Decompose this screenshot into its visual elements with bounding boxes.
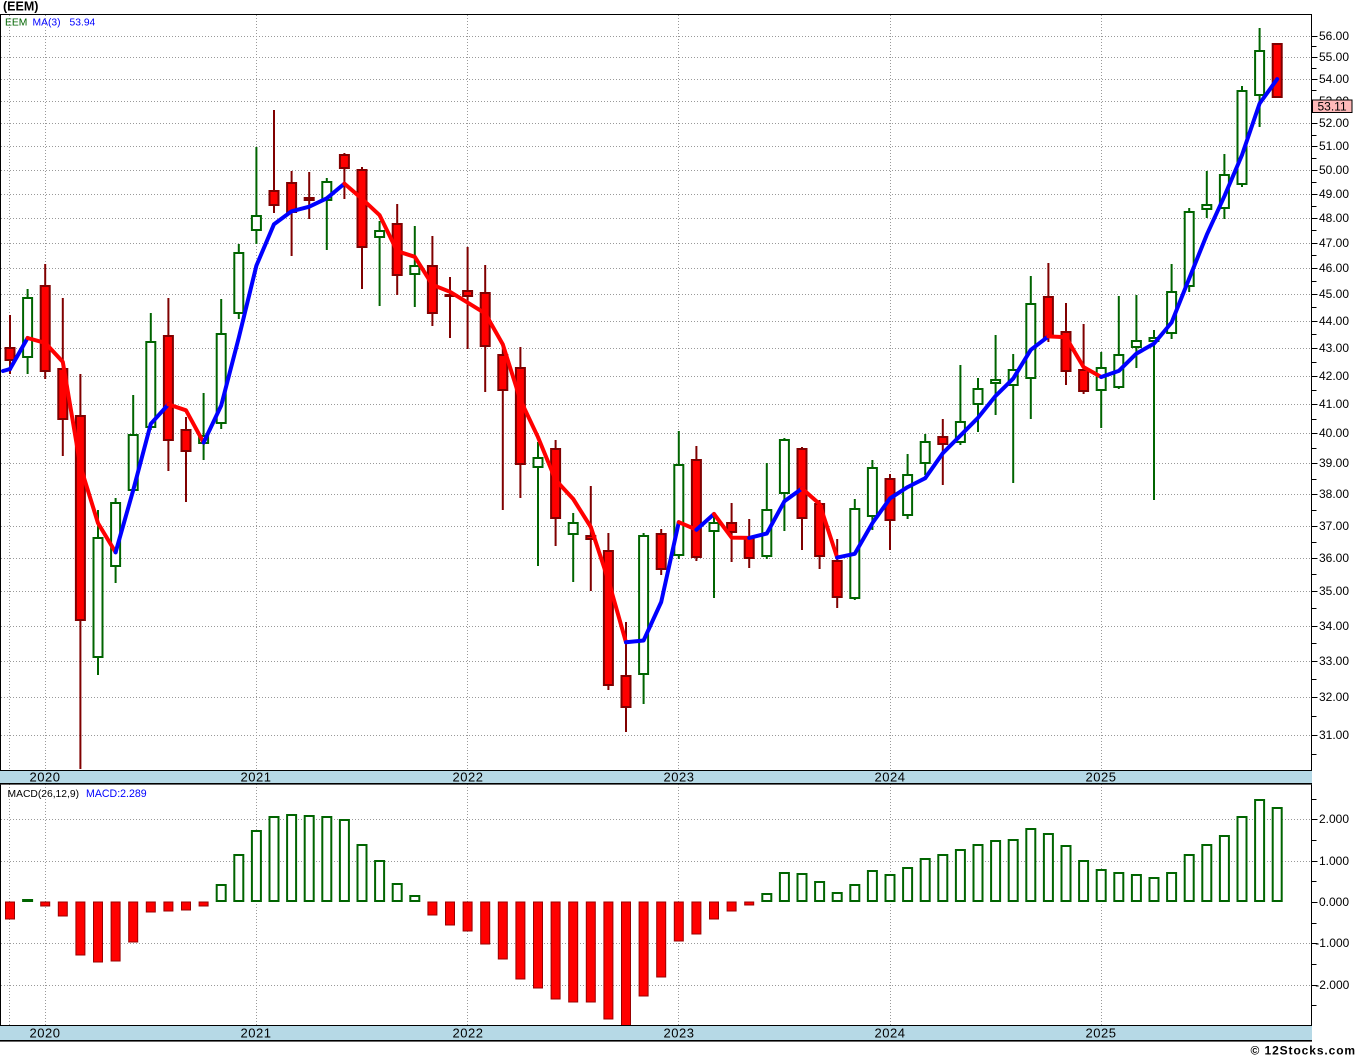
svg-text:51.00: 51.00 [1319, 139, 1349, 153]
svg-text:MACD:2.289: MACD:2.289 [86, 788, 147, 800]
svg-text:EEM: EEM [5, 18, 27, 29]
svg-text:36.00: 36.00 [1319, 551, 1349, 565]
svg-text:0.000: 0.000 [1319, 895, 1349, 909]
svg-text:40.00: 40.00 [1319, 426, 1349, 440]
svg-text:33.00: 33.00 [1319, 654, 1349, 668]
svg-text:43.00: 43.00 [1319, 341, 1349, 355]
svg-text:© 12Stocks.com: © 12Stocks.com [1251, 1044, 1356, 1056]
svg-text:48.00: 48.00 [1319, 211, 1349, 225]
svg-text:2022: 2022 [453, 1026, 484, 1041]
svg-text:31.00: 31.00 [1319, 728, 1349, 742]
svg-text:38.00: 38.00 [1319, 487, 1349, 501]
svg-text:MACD(26,12,9): MACD(26,12,9) [8, 789, 80, 800]
svg-text:2021: 2021 [241, 1026, 272, 1041]
svg-text:2020: 2020 [30, 770, 61, 785]
svg-text:2024: 2024 [875, 770, 906, 785]
svg-text:52.00: 52.00 [1319, 116, 1349, 130]
svg-text:2020: 2020 [30, 1026, 61, 1041]
svg-text:-2.000: -2.000 [1315, 978, 1349, 992]
svg-text:2023: 2023 [664, 1026, 695, 1041]
svg-text:49.00: 49.00 [1319, 187, 1349, 201]
svg-text:42.00: 42.00 [1319, 369, 1349, 383]
svg-text:2025: 2025 [1086, 1026, 1117, 1041]
svg-text:45.00: 45.00 [1319, 287, 1349, 301]
svg-text:2021: 2021 [241, 770, 272, 785]
svg-text:56.00: 56.00 [1319, 29, 1349, 43]
svg-text:44.00: 44.00 [1319, 314, 1349, 328]
svg-text:2022: 2022 [453, 770, 484, 785]
svg-text:35.00: 35.00 [1319, 584, 1349, 598]
svg-text:50.00: 50.00 [1319, 163, 1349, 177]
svg-text:2025: 2025 [1086, 770, 1117, 785]
svg-text:41.00: 41.00 [1319, 397, 1349, 411]
svg-text:39.00: 39.00 [1319, 456, 1349, 470]
svg-text:53.94: 53.94 [70, 18, 96, 29]
svg-text:2024: 2024 [875, 1026, 906, 1041]
svg-text:1.000: 1.000 [1319, 854, 1349, 868]
svg-text:MA(3): MA(3) [33, 18, 61, 29]
svg-text:53.11: 53.11 [1318, 100, 1347, 114]
svg-text:2023: 2023 [664, 770, 695, 785]
svg-text:54.00: 54.00 [1319, 72, 1349, 86]
svg-text:2.000: 2.000 [1319, 812, 1349, 826]
svg-text:55.00: 55.00 [1319, 50, 1349, 64]
svg-text:47.00: 47.00 [1319, 236, 1349, 250]
svg-text:32.00: 32.00 [1319, 690, 1349, 704]
svg-text:46.00: 46.00 [1319, 261, 1349, 275]
svg-text:37.00: 37.00 [1319, 519, 1349, 533]
svg-text:34.00: 34.00 [1319, 619, 1349, 633]
svg-text:(EEM): (EEM) [3, 0, 38, 14]
svg-text:-1.000: -1.000 [1315, 936, 1349, 950]
